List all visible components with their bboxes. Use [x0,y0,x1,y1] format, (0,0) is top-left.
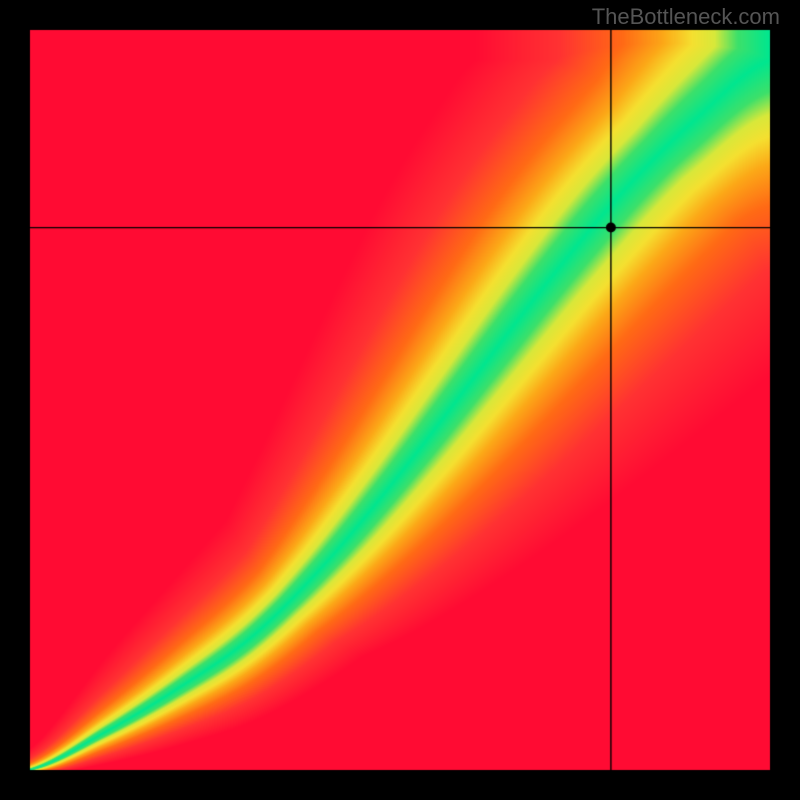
source-watermark: TheBottleneck.com [592,4,780,30]
heatmap-canvas [0,0,800,800]
chart-container: TheBottleneck.com [0,0,800,800]
